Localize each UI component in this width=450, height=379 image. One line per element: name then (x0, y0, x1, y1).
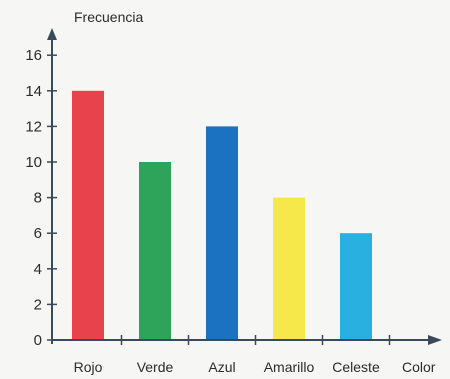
y-tick-label: 10 (25, 154, 42, 171)
bar-azul (206, 126, 238, 341)
bar-amarillo (273, 197, 305, 340)
y-tick-label: 12 (25, 118, 42, 135)
y-tick-label: 16 (25, 47, 42, 64)
y-tick-label: 8 (34, 190, 42, 207)
category-labels-group: Rojo Verde Azul Amarillo Celeste (74, 335, 391, 375)
bar-celeste (340, 233, 372, 340)
y-tick-label: 0 (34, 332, 42, 349)
x-axis-title: Color (402, 359, 436, 375)
x-category-label: Rojo (74, 359, 103, 375)
y-axis-title: Frecuencia (74, 9, 143, 25)
y-tick-label: 6 (34, 225, 42, 242)
x-axis-arrowhead (428, 335, 442, 345)
y-tick-label: 4 (34, 261, 42, 278)
x-category-label: Azul (208, 359, 235, 375)
y-tick-label: 14 (25, 83, 42, 100)
bar-rojo (72, 90, 104, 340)
y-axis-arrowhead (47, 28, 57, 40)
bars-group (72, 90, 372, 341)
y-tick-label: 2 (34, 296, 42, 313)
x-category-label: Celeste (332, 359, 380, 375)
x-category-label: Amarillo (264, 359, 315, 375)
bar-verde (139, 162, 171, 340)
x-category-label: Verde (137, 359, 174, 375)
